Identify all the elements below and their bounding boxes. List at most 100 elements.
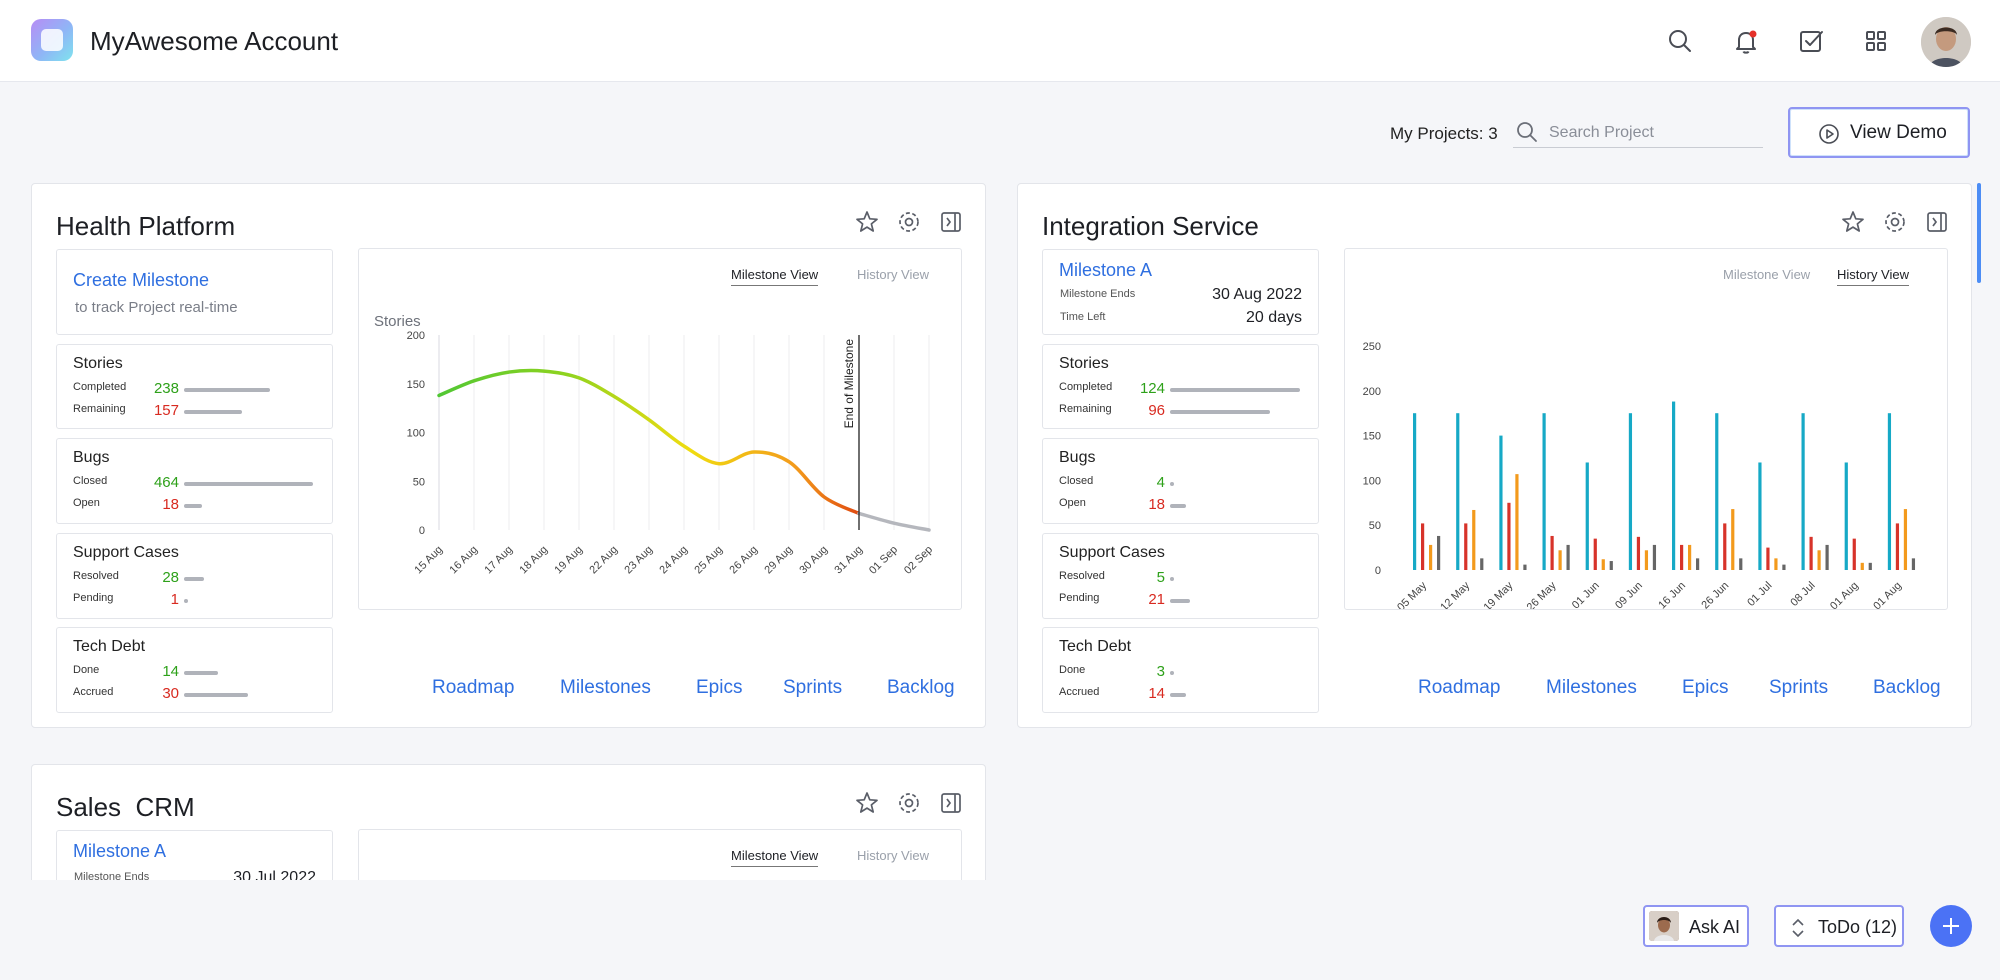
bar bbox=[1844, 462, 1848, 570]
project-card-health-platform: Health Platform Create Milestone to trac… bbox=[31, 183, 986, 728]
y-tick-label: 150 bbox=[407, 379, 425, 391]
stat-value: 28 bbox=[162, 569, 179, 586]
project-search bbox=[1513, 116, 1763, 148]
bar bbox=[1825, 544, 1829, 570]
bar bbox=[1731, 509, 1735, 570]
gear-icon[interactable] bbox=[895, 208, 923, 236]
x-tick-label: 26 Jun bbox=[1699, 580, 1731, 609]
projects-count: My Projects: 3 bbox=[1390, 124, 1498, 143]
star-icon[interactable] bbox=[1839, 208, 1867, 236]
search-input[interactable] bbox=[1549, 121, 1749, 145]
bell-icon[interactable] bbox=[1731, 26, 1761, 56]
tab-history-view[interactable]: History View bbox=[857, 267, 930, 282]
nav-epics[interactable]: Epics bbox=[1682, 677, 1729, 698]
stat-value: 18 bbox=[1148, 496, 1165, 513]
nav-roadmap[interactable]: Roadmap bbox=[432, 677, 515, 698]
gear-icon[interactable] bbox=[1881, 208, 1909, 236]
app-logo[interactable] bbox=[31, 19, 73, 61]
x-tick-label: 02 Sep bbox=[902, 544, 935, 577]
x-tick-label: 29 Aug bbox=[762, 544, 795, 577]
nav-roadmap[interactable]: Roadmap bbox=[1418, 677, 1501, 698]
bar bbox=[1672, 401, 1676, 570]
view-demo-button[interactable]: View Demo bbox=[1788, 107, 1970, 158]
stat-label: Remaining bbox=[73, 403, 126, 415]
user-avatar-photo bbox=[1921, 17, 1971, 67]
x-tick-label: 26 May bbox=[1525, 579, 1559, 609]
bar bbox=[1652, 544, 1657, 570]
nav-sprints[interactable]: Sprints bbox=[783, 677, 843, 698]
stat-label: Pending bbox=[73, 592, 114, 604]
open-panel-icon[interactable] bbox=[1923, 208, 1951, 236]
y-tick-label: 0 bbox=[419, 525, 425, 537]
bar bbox=[1507, 502, 1511, 570]
open-panel-icon[interactable] bbox=[937, 208, 965, 236]
user-avatar[interactable] bbox=[1921, 17, 1971, 67]
y-tick-label: 100 bbox=[1363, 475, 1381, 487]
stat-title: Bugs bbox=[73, 449, 110, 466]
tab-milestone-view[interactable]: Milestone View bbox=[1723, 267, 1811, 282]
x-tick-label: 19 Aug bbox=[552, 544, 585, 577]
stat-value: 3 bbox=[1156, 663, 1165, 680]
stat-bar bbox=[184, 504, 202, 508]
x-tick-label: 01 Jul bbox=[1745, 580, 1774, 609]
apps-grid-icon[interactable] bbox=[1861, 26, 1891, 56]
bar bbox=[1680, 544, 1684, 570]
expand-updown-icon bbox=[1792, 918, 1804, 938]
stat-bar bbox=[184, 482, 313, 486]
tab-history-view[interactable]: History View bbox=[1837, 267, 1910, 286]
milestone-box: Create Milestone to track Project real-t… bbox=[56, 249, 333, 335]
nav-milestones[interactable]: Milestones bbox=[1546, 677, 1637, 698]
bar bbox=[1437, 535, 1441, 570]
chart-panel: Milestone View History View Stories 0 50 1… bbox=[358, 248, 962, 610]
milestone-box: Milestone A Milestone Ends 30 Aug 2022 T… bbox=[1042, 249, 1319, 335]
stat-label: Done bbox=[1059, 664, 1086, 676]
open-panel-icon[interactable] bbox=[937, 789, 965, 817]
stat-title: Stories bbox=[73, 355, 123, 372]
todo-button[interactable]: ToDo (12) bbox=[1774, 905, 1904, 947]
add-fab-button[interactable] bbox=[1930, 905, 1972, 947]
x-tick-label: 01 Jun bbox=[1570, 580, 1602, 609]
scrollbar[interactable] bbox=[1977, 183, 1981, 283]
stat-bar bbox=[1170, 599, 1190, 603]
stat-box-tech-debt: Tech Debt Done 3 Accrued 14 bbox=[1042, 627, 1319, 713]
search-icon[interactable] bbox=[1665, 26, 1695, 56]
bar bbox=[1860, 562, 1864, 570]
stat-value: 18 bbox=[162, 496, 179, 513]
tab-history-view[interactable]: History View bbox=[857, 848, 930, 863]
stat-value: 30 bbox=[162, 685, 179, 702]
task-check-icon[interactable] bbox=[1796, 26, 1826, 56]
nav-sprints[interactable]: Sprints bbox=[1769, 677, 1829, 698]
nav-backlog[interactable]: Backlog bbox=[887, 677, 955, 698]
stat-bar bbox=[1170, 410, 1270, 414]
x-tick-label: 01 Aug bbox=[1871, 580, 1904, 609]
bar bbox=[1413, 413, 1417, 570]
stat-value: 4 bbox=[1156, 474, 1165, 491]
milestone-link[interactable]: Milestone A bbox=[73, 841, 167, 861]
nav-backlog[interactable]: Backlog bbox=[1873, 677, 1941, 698]
stories-line bbox=[437, 368, 861, 516]
y-tick-label: 50 bbox=[1369, 520, 1381, 532]
create-milestone-link[interactable]: Create Milestone bbox=[73, 270, 210, 290]
project-card-integration-service: Integration Service Milestone A Mileston… bbox=[1017, 183, 1972, 728]
x-tick-label: 09 Jun bbox=[1613, 580, 1645, 609]
nav-milestones[interactable]: Milestones bbox=[560, 677, 651, 698]
ask-ai-button[interactable]: Ask AI bbox=[1643, 905, 1749, 947]
project-card-sales-crm: Sales CRM Milestone A Milestone Ends 30 … bbox=[31, 764, 986, 880]
y-tick-label: 250 bbox=[1363, 341, 1381, 353]
milestone-link[interactable]: Milestone A bbox=[1059, 260, 1153, 280]
stat-label: Open bbox=[73, 497, 100, 509]
bar bbox=[1903, 509, 1908, 570]
nav-epics[interactable]: Epics bbox=[696, 677, 743, 698]
tab-milestone-view[interactable]: Milestone View bbox=[731, 267, 819, 286]
bar bbox=[1464, 523, 1468, 570]
bar bbox=[1887, 413, 1892, 570]
star-icon[interactable] bbox=[853, 208, 881, 236]
stat-bar bbox=[184, 410, 242, 414]
project-title: Health Platform bbox=[56, 211, 236, 241]
tab-milestone-view[interactable]: Milestone View bbox=[731, 848, 819, 867]
star-icon[interactable] bbox=[853, 789, 881, 817]
gear-icon[interactable] bbox=[895, 789, 923, 817]
stat-value: 238 bbox=[153, 380, 179, 397]
x-tick-label: 26 Aug bbox=[727, 544, 760, 577]
stat-value: 14 bbox=[162, 663, 179, 680]
